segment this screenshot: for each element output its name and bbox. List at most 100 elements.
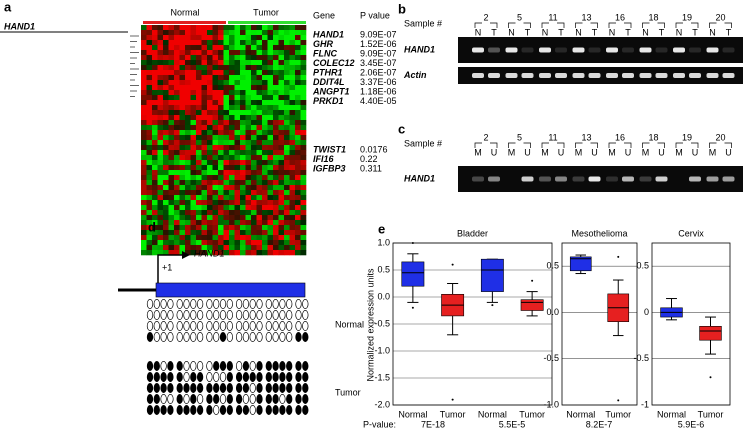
heatmap-cell	[256, 195, 263, 201]
heatmap-cell	[185, 115, 191, 121]
heatmap-cell	[218, 240, 224, 246]
cpg-site	[302, 361, 309, 371]
heatmap-cell	[190, 100, 197, 106]
heatmap-cell	[207, 170, 213, 176]
heatmap-cell	[179, 95, 186, 101]
cpg-site	[226, 332, 233, 342]
cpg-site	[256, 361, 263, 371]
heatmap-cell	[168, 220, 175, 226]
heatmap-cell	[251, 50, 257, 56]
heatmap-cell	[141, 190, 147, 196]
heatmap-cell	[229, 105, 235, 111]
heatmap-cell	[157, 50, 164, 56]
heatmap-cell	[152, 160, 158, 166]
gel-band	[488, 73, 500, 78]
gel-band	[706, 176, 719, 182]
cpg-site	[279, 332, 286, 342]
x-tick-label: Tumor	[605, 409, 631, 419]
gel-band	[539, 176, 551, 182]
gel-band	[472, 176, 484, 182]
cpg-site	[265, 383, 272, 393]
lane-label: T	[659, 27, 665, 37]
heatmap-cell	[240, 210, 246, 216]
heatmap-cell	[179, 225, 186, 231]
heatmap-cell	[174, 165, 180, 171]
heatmap-cell	[223, 245, 230, 251]
heatmap-cell	[245, 190, 252, 196]
heatmap-cell	[295, 95, 301, 101]
heatmap-cell	[196, 70, 202, 76]
heatmap-cell	[141, 160, 147, 166]
heatmap-cell	[223, 25, 230, 31]
heatmap-cell	[278, 35, 285, 41]
heatmap-cell	[229, 245, 235, 251]
heatmap-cell	[174, 215, 180, 221]
heatmap-cell	[295, 150, 301, 156]
heatmap-cell	[256, 175, 263, 181]
cpg-site	[206, 310, 213, 320]
heatmap-cell	[273, 100, 279, 106]
heatmap-cell	[201, 185, 208, 191]
heatmap-cell	[234, 90, 241, 96]
heatmap-cell	[146, 240, 153, 246]
arrow-head	[182, 251, 190, 259]
p-value: 1.18E-06	[360, 86, 397, 96]
heatmap-cell	[262, 145, 268, 151]
heatmap-cell	[284, 215, 290, 221]
heatmap-cell	[289, 70, 296, 76]
heatmap-cell	[218, 175, 224, 181]
heatmap-cell	[245, 160, 252, 166]
heatmap-cell	[267, 200, 274, 206]
cpg-site	[226, 372, 233, 382]
gel-band	[655, 73, 668, 78]
heatmap-cell	[152, 220, 158, 226]
cpg-site	[176, 394, 183, 404]
heatmap-cell	[273, 150, 279, 156]
heatmap-cell	[256, 50, 263, 56]
heatmap-cell	[146, 235, 153, 241]
heatmap-cell	[234, 120, 241, 126]
cpg-site	[256, 321, 263, 331]
heatmap-cell	[212, 70, 219, 76]
heatmap-cell	[218, 225, 224, 231]
heatmap-cell	[163, 90, 169, 96]
heatmap-cell	[168, 160, 175, 166]
heatmap-cell	[174, 225, 180, 231]
heatmap-cell	[240, 215, 246, 221]
heatmap-cell	[251, 250, 257, 256]
heatmap-cell	[168, 95, 175, 101]
cpg-site	[265, 394, 272, 404]
heatmap-cell	[168, 40, 175, 46]
sample-bracket	[709, 22, 732, 28]
p-value: 0.311	[360, 163, 382, 173]
heatmap-cell	[174, 145, 180, 151]
heatmap-cell	[273, 195, 279, 201]
cpg-site	[242, 372, 250, 382]
heatmap-cell	[207, 95, 213, 101]
heatmap-cell	[229, 50, 235, 56]
heatmap-cell	[234, 235, 241, 241]
heatmap-cell	[141, 145, 147, 151]
heatmap-cell	[229, 230, 235, 236]
heatmap-cell	[163, 185, 169, 191]
heatmap-cell	[300, 120, 307, 126]
heatmap-cell	[234, 85, 241, 91]
gel-band	[521, 176, 534, 182]
heatmap-cell	[218, 170, 224, 176]
heatmap-cell	[152, 245, 158, 251]
heatmap-cell	[212, 180, 219, 186]
heatmap-cell	[289, 220, 296, 226]
heatmap-cell	[300, 40, 307, 46]
heatmap-cell	[157, 150, 164, 156]
heatmap-cell	[284, 200, 290, 206]
heatmap-cell	[146, 95, 153, 101]
heatmap-cell	[256, 90, 263, 96]
heatmap-cell	[245, 50, 252, 56]
p-value: 9.09E-07	[360, 29, 397, 39]
heatmap-cell	[240, 180, 246, 186]
heatmap-cell	[218, 110, 224, 116]
heatmap-cell	[179, 185, 186, 191]
heatmap-cell	[300, 135, 307, 141]
cpg-site	[146, 361, 154, 371]
heatmap-cell	[284, 155, 290, 161]
